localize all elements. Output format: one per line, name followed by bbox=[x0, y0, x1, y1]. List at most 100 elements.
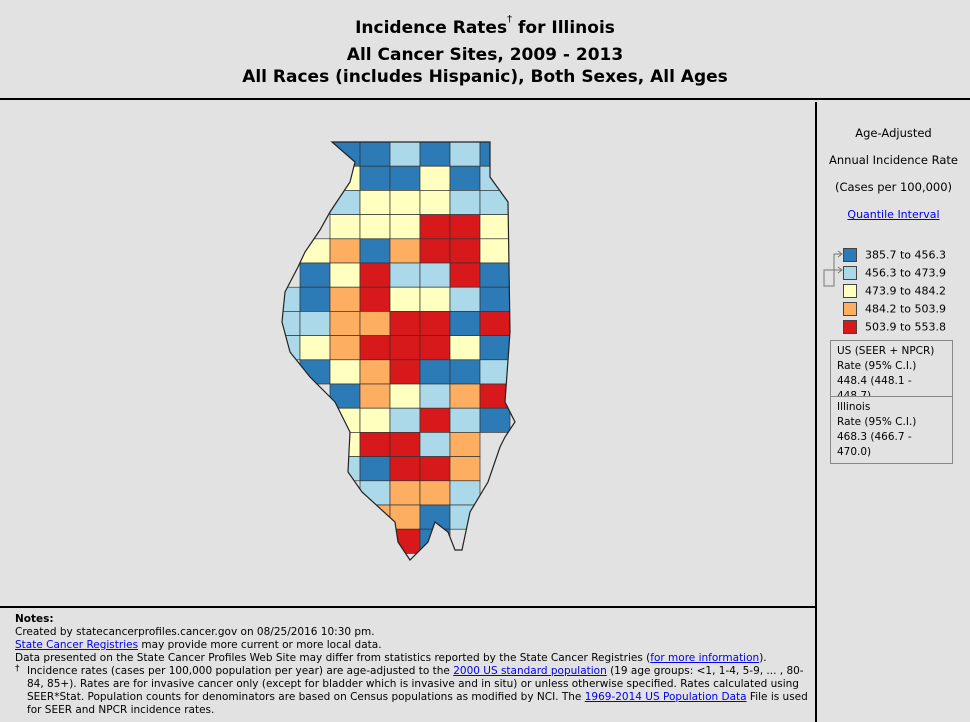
county-24[interactable] bbox=[299, 238, 331, 264]
county-61[interactable] bbox=[479, 335, 511, 361]
county-26[interactable] bbox=[359, 238, 391, 264]
county-21[interactable] bbox=[419, 214, 451, 240]
county-58[interactable] bbox=[389, 335, 421, 361]
more-information-link[interactable]: for more information bbox=[650, 652, 760, 664]
county-40[interactable] bbox=[329, 286, 361, 312]
county-4[interactable] bbox=[449, 142, 481, 167]
county-55[interactable] bbox=[299, 335, 331, 361]
county-79[interactable] bbox=[449, 407, 481, 433]
county-84[interactable] bbox=[419, 432, 451, 457]
county-70[interactable] bbox=[359, 383, 391, 409]
county-29[interactable] bbox=[449, 238, 481, 264]
county-39[interactable] bbox=[299, 286, 331, 312]
county-100[interactable] bbox=[389, 528, 421, 554]
county-25[interactable] bbox=[329, 238, 361, 264]
county-12[interactable] bbox=[329, 190, 361, 215]
county-63[interactable] bbox=[329, 359, 361, 385]
county-6[interactable] bbox=[329, 165, 361, 191]
quantile-interval-link[interactable]: Quantile Interval bbox=[847, 208, 940, 221]
county-23[interactable] bbox=[479, 214, 511, 240]
population-data-link[interactable]: 1969-2014 US Population Data bbox=[584, 691, 747, 703]
standard-population-link[interactable]: 2000 US standard population bbox=[453, 665, 607, 677]
county-3[interactable] bbox=[419, 142, 451, 167]
county-64[interactable] bbox=[359, 359, 391, 385]
county-53[interactable] bbox=[479, 311, 511, 336]
county-0[interactable] bbox=[329, 142, 361, 167]
county-44[interactable] bbox=[449, 286, 481, 312]
county-80[interactable] bbox=[479, 407, 511, 433]
county-62[interactable] bbox=[299, 359, 331, 385]
county-86[interactable] bbox=[329, 456, 361, 482]
county-47[interactable] bbox=[299, 311, 331, 336]
county-91[interactable] bbox=[359, 480, 391, 506]
county-2[interactable] bbox=[389, 142, 421, 167]
county-89[interactable] bbox=[419, 456, 451, 482]
county-32[interactable] bbox=[329, 262, 361, 288]
county-35[interactable] bbox=[419, 262, 451, 288]
county-5[interactable] bbox=[479, 142, 511, 167]
county-41[interactable] bbox=[359, 286, 391, 312]
county-19[interactable] bbox=[359, 214, 391, 240]
county-34[interactable] bbox=[389, 262, 421, 288]
county-85[interactable] bbox=[449, 432, 481, 457]
county-57[interactable] bbox=[359, 335, 391, 361]
state-cancer-registries-link[interactable]: State Cancer Registries bbox=[15, 639, 139, 651]
county-10[interactable] bbox=[449, 165, 481, 191]
county-101[interactable] bbox=[419, 528, 451, 554]
county-66[interactable] bbox=[419, 359, 451, 385]
county-82[interactable] bbox=[359, 432, 391, 457]
county-43[interactable] bbox=[419, 286, 451, 312]
county-51[interactable] bbox=[419, 311, 451, 336]
county-81[interactable] bbox=[329, 432, 361, 457]
county-15[interactable] bbox=[419, 190, 451, 215]
county-76[interactable] bbox=[359, 407, 391, 433]
county-13[interactable] bbox=[359, 190, 391, 215]
county-69[interactable] bbox=[329, 383, 361, 409]
county-59[interactable] bbox=[419, 335, 451, 361]
county-92[interactable] bbox=[389, 480, 421, 506]
county-65[interactable] bbox=[389, 359, 421, 385]
county-60[interactable] bbox=[449, 335, 481, 361]
county-45[interactable] bbox=[479, 286, 511, 312]
county-7[interactable] bbox=[359, 165, 391, 191]
county-8[interactable] bbox=[389, 165, 421, 191]
county-88[interactable] bbox=[389, 456, 421, 482]
county-14[interactable] bbox=[389, 190, 421, 215]
county-72[interactable] bbox=[419, 383, 451, 409]
county-98[interactable] bbox=[449, 504, 481, 530]
county-11[interactable] bbox=[479, 165, 511, 191]
county-1[interactable] bbox=[359, 142, 391, 167]
county-56[interactable] bbox=[329, 335, 361, 361]
county-67[interactable] bbox=[449, 359, 481, 385]
county-33[interactable] bbox=[359, 262, 391, 288]
county-48[interactable] bbox=[329, 311, 361, 336]
county-36[interactable] bbox=[449, 262, 481, 288]
county-42[interactable] bbox=[389, 286, 421, 312]
county-18[interactable] bbox=[329, 214, 361, 240]
county-95[interactable] bbox=[359, 504, 391, 530]
county-78[interactable] bbox=[419, 407, 451, 433]
county-31[interactable] bbox=[299, 262, 331, 288]
county-9[interactable] bbox=[419, 165, 451, 191]
county-17[interactable] bbox=[479, 190, 511, 215]
county-99[interactable] bbox=[359, 528, 391, 554]
county-90[interactable] bbox=[449, 456, 481, 482]
county-37[interactable] bbox=[479, 262, 511, 288]
county-97[interactable] bbox=[419, 504, 451, 530]
county-30[interactable] bbox=[479, 238, 511, 264]
county-96[interactable] bbox=[389, 504, 421, 530]
county-22[interactable] bbox=[449, 214, 481, 240]
county-93[interactable] bbox=[419, 480, 451, 506]
county-50[interactable] bbox=[389, 311, 421, 336]
county-83[interactable] bbox=[389, 432, 421, 457]
county-27[interactable] bbox=[389, 238, 421, 264]
county-68[interactable] bbox=[479, 359, 511, 385]
county-28[interactable] bbox=[419, 238, 451, 264]
county-52[interactable] bbox=[449, 311, 481, 336]
county-54[interactable] bbox=[270, 335, 301, 361]
county-73[interactable] bbox=[449, 383, 481, 409]
county-20[interactable] bbox=[389, 214, 421, 240]
county-75[interactable] bbox=[329, 407, 361, 433]
county-49[interactable] bbox=[359, 311, 391, 336]
county-87[interactable] bbox=[359, 456, 391, 482]
